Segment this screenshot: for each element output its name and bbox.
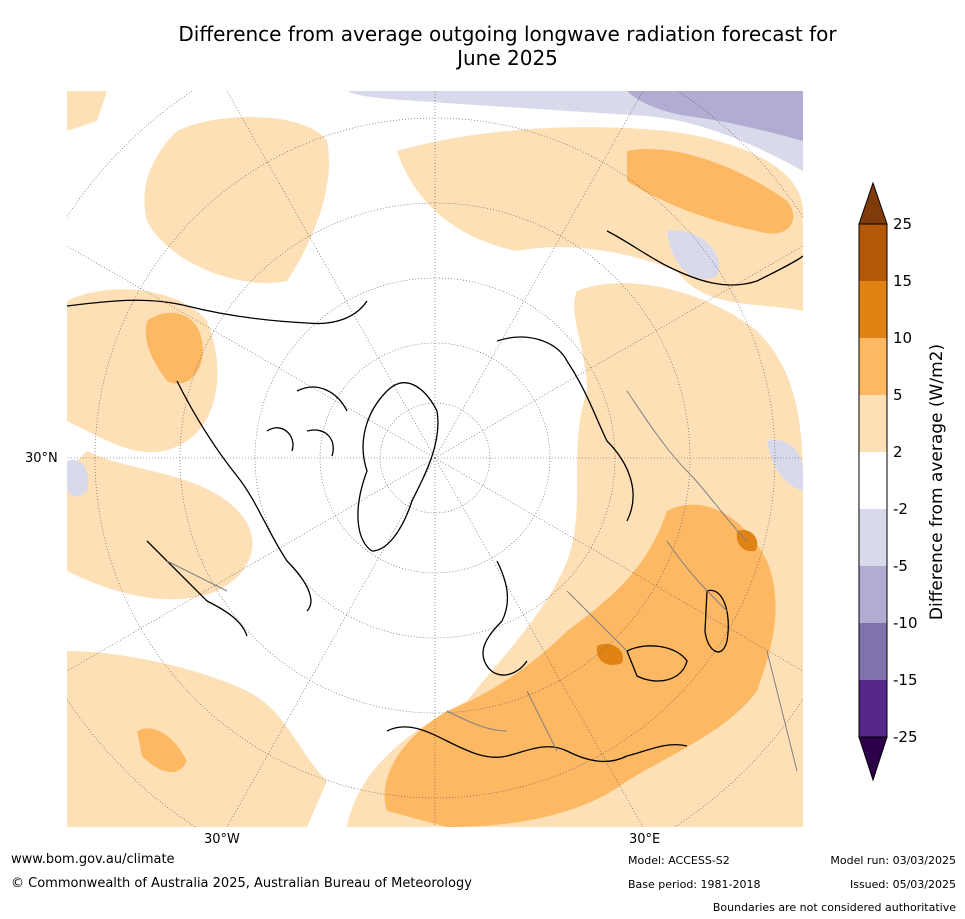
mediterranean-coast xyxy=(386,726,688,763)
colorbar-tick-25: 25 xyxy=(893,215,913,233)
colorbar-tick-m10: -10 xyxy=(893,614,918,632)
map-svg xyxy=(67,91,803,827)
black-sea-coast xyxy=(626,645,688,682)
greenland-coast xyxy=(357,382,439,552)
colorbar-tick-2: 2 xyxy=(893,443,903,461)
anomaly-5-10-region xyxy=(137,728,187,773)
colorbar-tick-m15: -15 xyxy=(893,671,918,689)
colorbar-tick-m2: -2 xyxy=(893,500,908,518)
disclaimer-text: Boundaries are not considered authoritat… xyxy=(712,901,956,914)
colorbar-over-triangle xyxy=(858,182,888,225)
colorbar-band-m15-m25 xyxy=(859,680,887,737)
chart-title: Difference from average outgoing longwav… xyxy=(100,22,915,70)
anomaly-2-5-region xyxy=(67,451,253,600)
polar-map xyxy=(67,91,803,827)
colorbar-tick-10: 10 xyxy=(893,329,913,347)
colorbar-tick-5: 5 xyxy=(893,386,903,404)
colorbar-tick-m25: -25 xyxy=(893,728,918,746)
anomaly-neg5-neg10-region xyxy=(627,91,803,141)
colorbar-tick-m5: -5 xyxy=(893,557,908,575)
anomaly-fill-layer xyxy=(67,91,803,827)
anomaly-neg2-neg5-region xyxy=(667,230,719,279)
coastlines xyxy=(67,230,803,763)
colorbar-band-m2-m5 xyxy=(859,509,887,566)
anomaly-neg2-neg5-region xyxy=(67,460,89,497)
base-period: Base period: 1981-2018 xyxy=(628,878,761,891)
anomaly-2-5-region xyxy=(67,651,327,827)
website-link[interactable]: www.bom.gov.au/climate xyxy=(11,852,175,867)
colorbar-under-triangle xyxy=(858,736,888,782)
graticule xyxy=(67,91,803,827)
anomaly-5-10-region xyxy=(384,504,776,827)
colorbar-band-10-15 xyxy=(859,281,887,338)
eurasia-north-coast xyxy=(496,230,803,522)
copyright-text: © Commonwealth of Australia 2025, Austra… xyxy=(11,876,472,891)
central-america-coast xyxy=(146,540,248,637)
colorbar-band-2-5 xyxy=(859,395,887,452)
lat-label-30n: 30°N xyxy=(25,451,58,466)
anomaly-5-10-region xyxy=(145,312,203,384)
colorbar xyxy=(858,182,888,782)
arctic-islands-coast xyxy=(266,386,348,457)
lon-label-30e: 30°E xyxy=(629,832,661,847)
lon-label-30w: 30°W xyxy=(204,832,240,847)
colorbar-title: Difference from average (W/m2) xyxy=(927,343,947,621)
colorbar-band-m10-m15 xyxy=(859,623,887,680)
model-name: Model: ACCESS-S2 xyxy=(628,854,730,867)
anomaly-5-10-region xyxy=(627,149,794,234)
colorbar-band-neutral xyxy=(859,452,887,509)
anomaly-2-5-region xyxy=(67,91,107,131)
colorbar-band-15-25 xyxy=(859,224,887,281)
north-america-coast xyxy=(67,299,368,612)
scandinavia-coast xyxy=(482,560,528,676)
colorbar-tick-15: 15 xyxy=(893,272,913,290)
model-run-date: Model run: 03/03/2025 xyxy=(830,854,956,867)
title-line-2: June 2025 xyxy=(457,46,558,70)
anomaly-neg2-neg5-region xyxy=(767,440,803,491)
caspian-coast xyxy=(704,589,729,653)
title-line-1: Difference from average outgoing longwav… xyxy=(178,22,837,46)
country-borders xyxy=(166,390,798,772)
colorbar-band-m5-m10 xyxy=(859,566,887,623)
issued-date: Issued: 05/03/2025 xyxy=(849,878,956,891)
anomaly-2-5-region xyxy=(144,117,329,283)
colorbar-band-5-10 xyxy=(859,338,887,395)
